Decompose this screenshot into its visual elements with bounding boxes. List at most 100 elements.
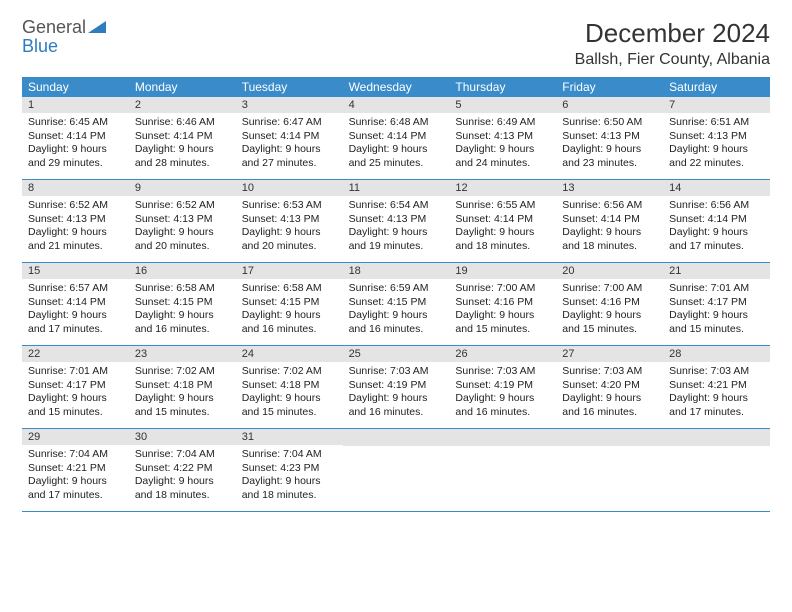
daylight-text: Daylight: 9 hours and 17 minutes. <box>28 475 123 502</box>
location-text: Ballsh, Fier County, Albania <box>575 51 770 69</box>
day-info: Sunrise: 7:00 AMSunset: 4:16 PMDaylight:… <box>449 279 556 343</box>
sunrise-text: Sunrise: 6:45 AM <box>28 116 123 130</box>
day-number: 17 <box>236 263 343 279</box>
sunset-text: Sunset: 4:20 PM <box>562 379 657 393</box>
sunrise-text: Sunrise: 6:50 AM <box>562 116 657 130</box>
sunrise-text: Sunrise: 6:56 AM <box>562 199 657 213</box>
daylight-text: Daylight: 9 hours and 15 minutes. <box>28 392 123 419</box>
sunset-text: Sunset: 4:13 PM <box>349 213 444 227</box>
sunrise-text: Sunrise: 7:00 AM <box>455 282 550 296</box>
daylight-text: Daylight: 9 hours and 20 minutes. <box>242 226 337 253</box>
day-number: 20 <box>556 263 663 279</box>
day-info: Sunrise: 7:03 AMSunset: 4:21 PMDaylight:… <box>663 362 770 426</box>
sunset-text: Sunset: 4:14 PM <box>28 296 123 310</box>
day-number: 22 <box>22 346 129 362</box>
daylight-text: Daylight: 9 hours and 16 minutes. <box>349 392 444 419</box>
day-number: 16 <box>129 263 236 279</box>
sunset-text: Sunset: 4:13 PM <box>28 213 123 227</box>
day-info: Sunrise: 6:58 AMSunset: 4:15 PMDaylight:… <box>129 279 236 343</box>
daylight-text: Daylight: 9 hours and 23 minutes. <box>562 143 657 170</box>
day-number: 29 <box>22 429 129 445</box>
weeks-container: 1Sunrise: 6:45 AMSunset: 4:14 PMDaylight… <box>22 97 770 512</box>
sunset-text: Sunset: 4:14 PM <box>349 130 444 144</box>
daylight-text: Daylight: 9 hours and 27 minutes. <box>242 143 337 170</box>
day-info: Sunrise: 6:58 AMSunset: 4:15 PMDaylight:… <box>236 279 343 343</box>
sunrise-text: Sunrise: 7:00 AM <box>562 282 657 296</box>
day-info <box>343 446 450 506</box>
sunset-text: Sunset: 4:17 PM <box>28 379 123 393</box>
week-row: 15Sunrise: 6:57 AMSunset: 4:14 PMDayligh… <box>22 263 770 346</box>
sunrise-text: Sunrise: 7:04 AM <box>135 448 230 462</box>
day-number: 8 <box>22 180 129 196</box>
day-number <box>663 429 770 446</box>
week-row: 22Sunrise: 7:01 AMSunset: 4:17 PMDayligh… <box>22 346 770 429</box>
week-row: 1Sunrise: 6:45 AMSunset: 4:14 PMDaylight… <box>22 97 770 180</box>
day-cell: 9Sunrise: 6:52 AMSunset: 4:13 PMDaylight… <box>129 180 236 262</box>
sunrise-text: Sunrise: 6:52 AM <box>135 199 230 213</box>
day-cell: 26Sunrise: 7:03 AMSunset: 4:19 PMDayligh… <box>449 346 556 428</box>
day-info <box>449 446 556 506</box>
day-number: 13 <box>556 180 663 196</box>
sunrise-text: Sunrise: 6:55 AM <box>455 199 550 213</box>
day-info: Sunrise: 7:02 AMSunset: 4:18 PMDaylight:… <box>236 362 343 426</box>
calendar: SundayMondayTuesdayWednesdayThursdayFrid… <box>22 77 770 512</box>
logo-triangle-icon <box>88 19 106 33</box>
daylight-text: Daylight: 9 hours and 17 minutes. <box>669 392 764 419</box>
sunset-text: Sunset: 4:15 PM <box>242 296 337 310</box>
day-number: 14 <box>663 180 770 196</box>
day-number: 24 <box>236 346 343 362</box>
day-cell <box>556 429 663 511</box>
day-cell: 10Sunrise: 6:53 AMSunset: 4:13 PMDayligh… <box>236 180 343 262</box>
day-number: 19 <box>449 263 556 279</box>
sunset-text: Sunset: 4:14 PM <box>135 130 230 144</box>
sunrise-text: Sunrise: 7:03 AM <box>349 365 444 379</box>
day-number: 25 <box>343 346 450 362</box>
day-cell: 11Sunrise: 6:54 AMSunset: 4:13 PMDayligh… <box>343 180 450 262</box>
day-number: 30 <box>129 429 236 445</box>
day-info: Sunrise: 6:57 AMSunset: 4:14 PMDaylight:… <box>22 279 129 343</box>
sunrise-text: Sunrise: 6:47 AM <box>242 116 337 130</box>
daylight-text: Daylight: 9 hours and 15 minutes. <box>562 309 657 336</box>
day-cell: 8Sunrise: 6:52 AMSunset: 4:13 PMDaylight… <box>22 180 129 262</box>
day-header-cell: Wednesday <box>343 77 450 97</box>
day-cell: 24Sunrise: 7:02 AMSunset: 4:18 PMDayligh… <box>236 346 343 428</box>
day-cell: 31Sunrise: 7:04 AMSunset: 4:23 PMDayligh… <box>236 429 343 511</box>
daylight-text: Daylight: 9 hours and 18 minutes. <box>242 475 337 502</box>
sunrise-text: Sunrise: 6:58 AM <box>242 282 337 296</box>
daylight-text: Daylight: 9 hours and 16 minutes. <box>562 392 657 419</box>
day-cell: 23Sunrise: 7:02 AMSunset: 4:18 PMDayligh… <box>129 346 236 428</box>
day-header-cell: Thursday <box>449 77 556 97</box>
day-info: Sunrise: 7:03 AMSunset: 4:19 PMDaylight:… <box>449 362 556 426</box>
daylight-text: Daylight: 9 hours and 19 minutes. <box>349 226 444 253</box>
day-cell: 30Sunrise: 7:04 AMSunset: 4:22 PMDayligh… <box>129 429 236 511</box>
day-header-row: SundayMondayTuesdayWednesdayThursdayFrid… <box>22 77 770 97</box>
day-info: Sunrise: 7:04 AMSunset: 4:23 PMDaylight:… <box>236 445 343 509</box>
day-number: 6 <box>556 97 663 113</box>
daylight-text: Daylight: 9 hours and 15 minutes. <box>455 309 550 336</box>
daylight-text: Daylight: 9 hours and 16 minutes. <box>242 309 337 336</box>
day-cell: 15Sunrise: 6:57 AMSunset: 4:14 PMDayligh… <box>22 263 129 345</box>
daylight-text: Daylight: 9 hours and 16 minutes. <box>135 309 230 336</box>
page-title: December 2024 <box>575 18 770 49</box>
day-header-cell: Sunday <box>22 77 129 97</box>
day-number: 2 <box>129 97 236 113</box>
day-cell: 28Sunrise: 7:03 AMSunset: 4:21 PMDayligh… <box>663 346 770 428</box>
day-header-cell: Tuesday <box>236 77 343 97</box>
sunset-text: Sunset: 4:17 PM <box>669 296 764 310</box>
day-number: 7 <box>663 97 770 113</box>
sunrise-text: Sunrise: 7:02 AM <box>135 365 230 379</box>
sunset-text: Sunset: 4:19 PM <box>349 379 444 393</box>
day-info: Sunrise: 6:54 AMSunset: 4:13 PMDaylight:… <box>343 196 450 260</box>
day-number: 18 <box>343 263 450 279</box>
daylight-text: Daylight: 9 hours and 17 minutes. <box>669 226 764 253</box>
daylight-text: Daylight: 9 hours and 29 minutes. <box>28 143 123 170</box>
logo: General Blue <box>22 18 106 56</box>
daylight-text: Daylight: 9 hours and 15 minutes. <box>669 309 764 336</box>
day-cell: 13Sunrise: 6:56 AMSunset: 4:14 PMDayligh… <box>556 180 663 262</box>
day-info: Sunrise: 6:51 AMSunset: 4:13 PMDaylight:… <box>663 113 770 177</box>
sunset-text: Sunset: 4:13 PM <box>135 213 230 227</box>
day-info: Sunrise: 7:00 AMSunset: 4:16 PMDaylight:… <box>556 279 663 343</box>
day-cell: 21Sunrise: 7:01 AMSunset: 4:17 PMDayligh… <box>663 263 770 345</box>
day-number: 15 <box>22 263 129 279</box>
sunset-text: Sunset: 4:18 PM <box>242 379 337 393</box>
